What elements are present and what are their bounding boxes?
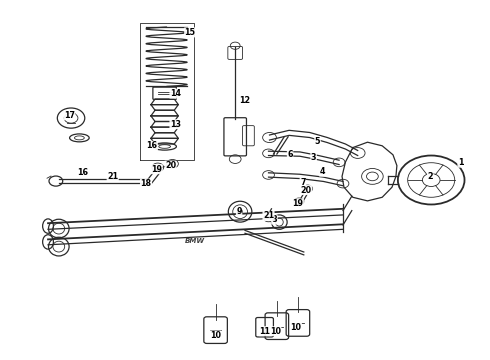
Text: 6: 6 [287,150,293,158]
Text: 1: 1 [458,158,464,167]
Text: 13: 13 [170,120,181,129]
Text: 16: 16 [77,168,88,177]
Text: BMW: BMW [185,238,205,244]
Text: 10: 10 [270,327,281,336]
Text: 20: 20 [165,161,176,170]
Ellipse shape [237,209,243,215]
Text: 15: 15 [185,28,196,37]
Text: 16: 16 [147,141,157,150]
Text: 21: 21 [107,172,118,181]
Text: 12: 12 [240,96,250,105]
Text: 14: 14 [170,89,181,98]
Text: 5: 5 [315,136,320,145]
Text: 17: 17 [64,111,75,120]
Text: 8: 8 [271,215,277,224]
Text: 20: 20 [301,186,312,194]
Text: 10: 10 [291,323,301,332]
Text: 21: 21 [263,211,274,220]
Text: 19: 19 [293,199,303,208]
Text: 2: 2 [427,172,433,181]
Text: 11: 11 [259,327,270,336]
Text: 18: 18 [141,179,151,188]
Text: 9: 9 [236,207,242,216]
Text: 10: 10 [210,331,221,340]
Text: 4: 4 [319,167,325,176]
Text: 19: 19 [151,165,162,174]
Text: 3: 3 [311,153,317,162]
Text: 7: 7 [300,178,306,187]
